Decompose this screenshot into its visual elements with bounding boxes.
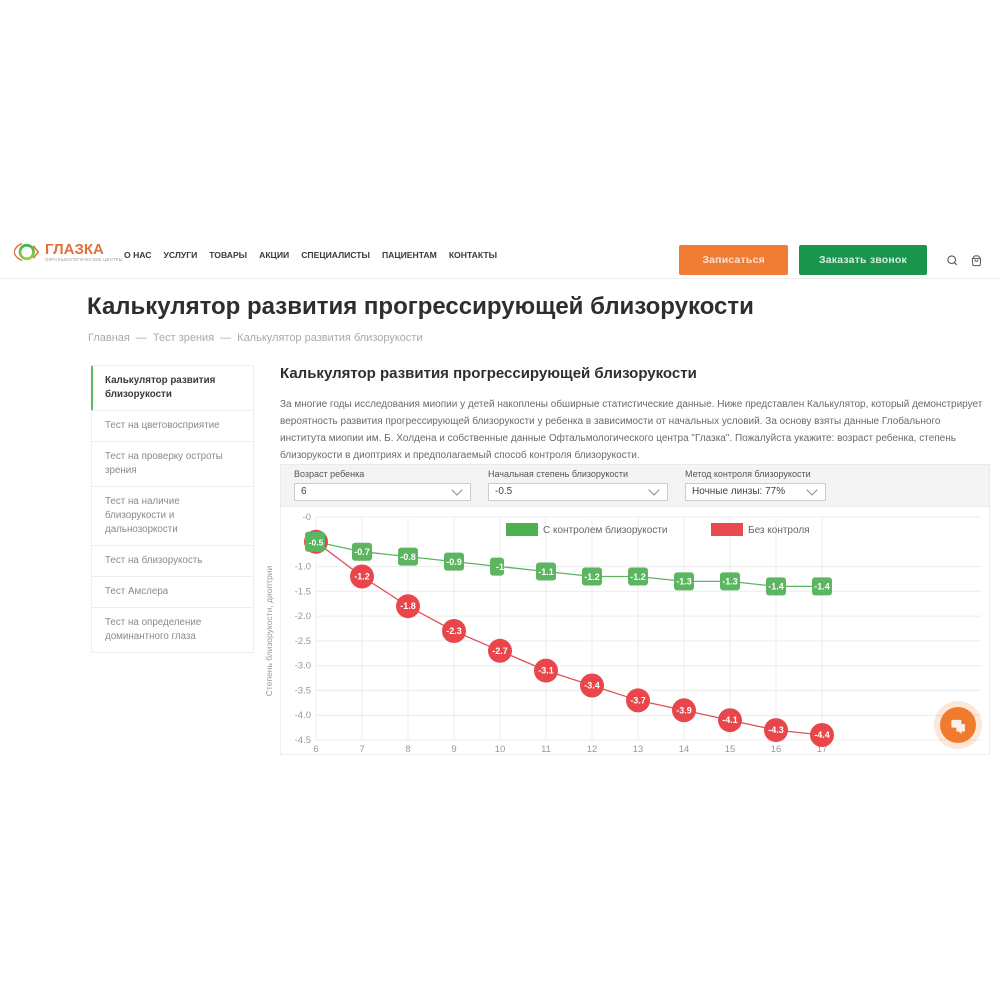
svg-text:-1.2: -1.2 — [630, 572, 646, 582]
svg-text:-4.3: -4.3 — [768, 725, 784, 735]
svg-text:-0.9: -0.9 — [446, 557, 462, 567]
svg-text:16: 16 — [771, 744, 782, 755]
svg-text:-2.5: -2.5 — [295, 636, 311, 647]
svg-text:15: 15 — [725, 744, 736, 755]
svg-text:-1.2: -1.2 — [354, 572, 370, 582]
svg-text:Без контроля: Без контроля — [748, 525, 810, 536]
svg-text:-2.7: -2.7 — [492, 646, 508, 656]
svg-text:-1.3: -1.3 — [676, 577, 692, 587]
svg-text:-1.3: -1.3 — [722, 577, 738, 587]
svg-text:-3.9: -3.9 — [676, 705, 692, 715]
svg-text:9: 9 — [451, 744, 456, 755]
svg-text:14: 14 — [679, 744, 690, 755]
svg-text:-4.4: -4.4 — [814, 730, 830, 740]
svg-text:-0.7: -0.7 — [354, 547, 370, 557]
svg-text:8: 8 — [405, 744, 410, 755]
svg-text:-3.1: -3.1 — [538, 666, 554, 676]
svg-text:-3.5: -3.5 — [295, 685, 311, 696]
svg-text:-1.4: -1.4 — [814, 582, 830, 592]
svg-text:С контролем близорукости: С контролем близорукости — [543, 524, 668, 536]
svg-text:-1.8: -1.8 — [400, 601, 416, 611]
svg-text:-4.5: -4.5 — [295, 735, 311, 746]
svg-text:11: 11 — [541, 744, 551, 755]
svg-text:-1.5: -1.5 — [295, 586, 311, 597]
svg-text:-3.4: -3.4 — [584, 681, 600, 691]
svg-text:-0.8: -0.8 — [400, 552, 416, 562]
svg-text:7: 7 — [359, 744, 364, 755]
svg-text:-1: -1 — [496, 562, 504, 572]
svg-text:-0: -0 — [303, 512, 311, 523]
svg-text:-0.5: -0.5 — [309, 537, 324, 547]
svg-text:-1.4: -1.4 — [768, 582, 784, 592]
svg-text:-1.2: -1.2 — [584, 572, 600, 582]
svg-text:-3.0: -3.0 — [295, 661, 311, 672]
svg-text:10: 10 — [495, 744, 506, 755]
svg-text:-2.0: -2.0 — [295, 611, 311, 622]
svg-text:-4.0: -4.0 — [295, 710, 311, 721]
svg-text:-1.0: -1.0 — [295, 562, 311, 573]
svg-text:-2.3: -2.3 — [446, 626, 462, 636]
svg-text:12: 12 — [587, 744, 598, 755]
svg-text:-4.1: -4.1 — [722, 715, 738, 725]
svg-text:6: 6 — [313, 744, 318, 755]
svg-text:-3.7: -3.7 — [630, 695, 646, 705]
svg-text:-1.1: -1.1 — [538, 567, 554, 577]
svg-text:13: 13 — [633, 744, 644, 755]
